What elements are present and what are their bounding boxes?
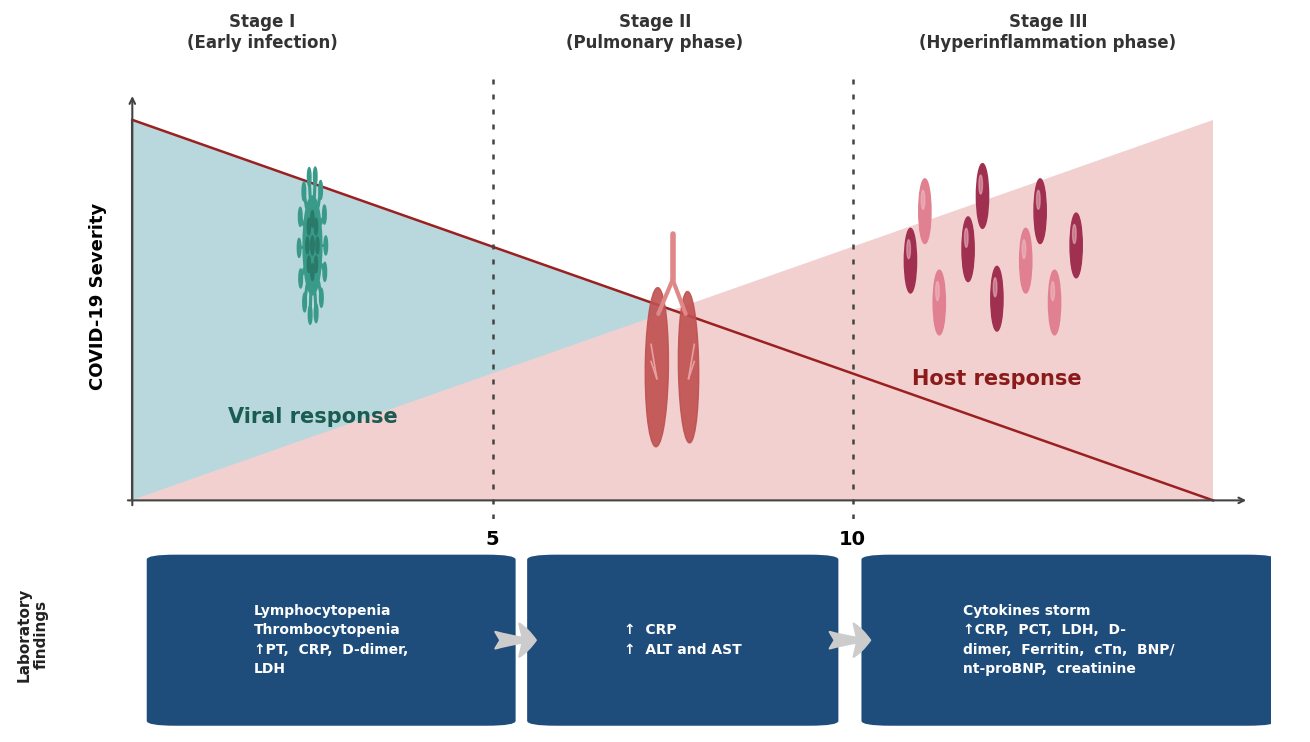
Circle shape [921,190,925,209]
Circle shape [1019,229,1032,293]
Circle shape [907,240,910,259]
Circle shape [1070,213,1082,278]
Circle shape [299,207,303,226]
Circle shape [1048,270,1061,335]
Circle shape [324,262,326,281]
FancyBboxPatch shape [862,555,1276,726]
Circle shape [1073,225,1077,243]
Circle shape [918,179,931,243]
Text: Laboratory
findings: Laboratory findings [17,587,48,682]
Circle shape [933,270,946,335]
Y-axis label: COVID-19 Severity: COVID-19 Severity [89,203,107,390]
Circle shape [305,237,309,254]
Circle shape [320,288,324,307]
Text: Lymphocytopenia
Thrombocytopenia
↑PT,  CRP,  D-dimer,
LDH: Lymphocytopenia Thrombocytopenia ↑PT, CR… [254,604,409,677]
Text: Stage I
(Early infection): Stage I (Early infection) [186,13,338,52]
Circle shape [297,238,301,257]
Text: ↑  CRP
↑  ALT and AST: ↑ CRP ↑ ALT and AST [624,623,741,657]
Circle shape [935,281,939,301]
Ellipse shape [646,288,668,447]
X-axis label: Time course (days): Time course (days) [590,557,799,576]
Text: Host response: Host response [912,369,1082,389]
Circle shape [303,182,305,201]
Circle shape [990,266,1003,331]
Circle shape [310,263,314,280]
FancyBboxPatch shape [527,555,838,726]
Text: Viral response: Viral response [228,407,397,427]
Circle shape [324,236,328,255]
Circle shape [308,218,310,235]
Circle shape [310,236,314,255]
Circle shape [962,217,975,281]
Ellipse shape [679,292,698,443]
Polygon shape [132,120,1213,500]
Circle shape [303,196,322,295]
Circle shape [303,293,307,312]
Circle shape [979,175,982,194]
Circle shape [314,218,317,235]
Text: Stage II
(Pulmonary phase): Stage II (Pulmonary phase) [566,13,744,52]
Circle shape [314,303,318,323]
Circle shape [316,237,320,254]
Circle shape [1034,179,1047,243]
Circle shape [318,180,322,200]
Circle shape [993,278,997,297]
Text: Cytokines storm
↑CRP,  PCT,  LDH,  D-
dimer,  Ferritin,  cTn,  BNP/
nt-proBNP,  : Cytokines storm ↑CRP, PCT, LDH, D- dimer… [963,604,1175,677]
Circle shape [322,205,326,224]
Circle shape [299,269,303,288]
Circle shape [1022,240,1026,259]
Text: Stage III
(Hyperinflammation phase): Stage III (Hyperinflammation phase) [920,13,1176,52]
Circle shape [308,305,312,324]
FancyBboxPatch shape [147,555,516,726]
Polygon shape [132,120,1213,500]
Circle shape [310,211,314,227]
Circle shape [313,167,317,186]
Circle shape [308,168,310,187]
Circle shape [904,229,917,293]
Circle shape [976,164,989,229]
Circle shape [308,256,310,272]
Circle shape [314,256,317,272]
Circle shape [964,229,968,247]
Circle shape [1036,190,1040,209]
Circle shape [1051,281,1055,301]
